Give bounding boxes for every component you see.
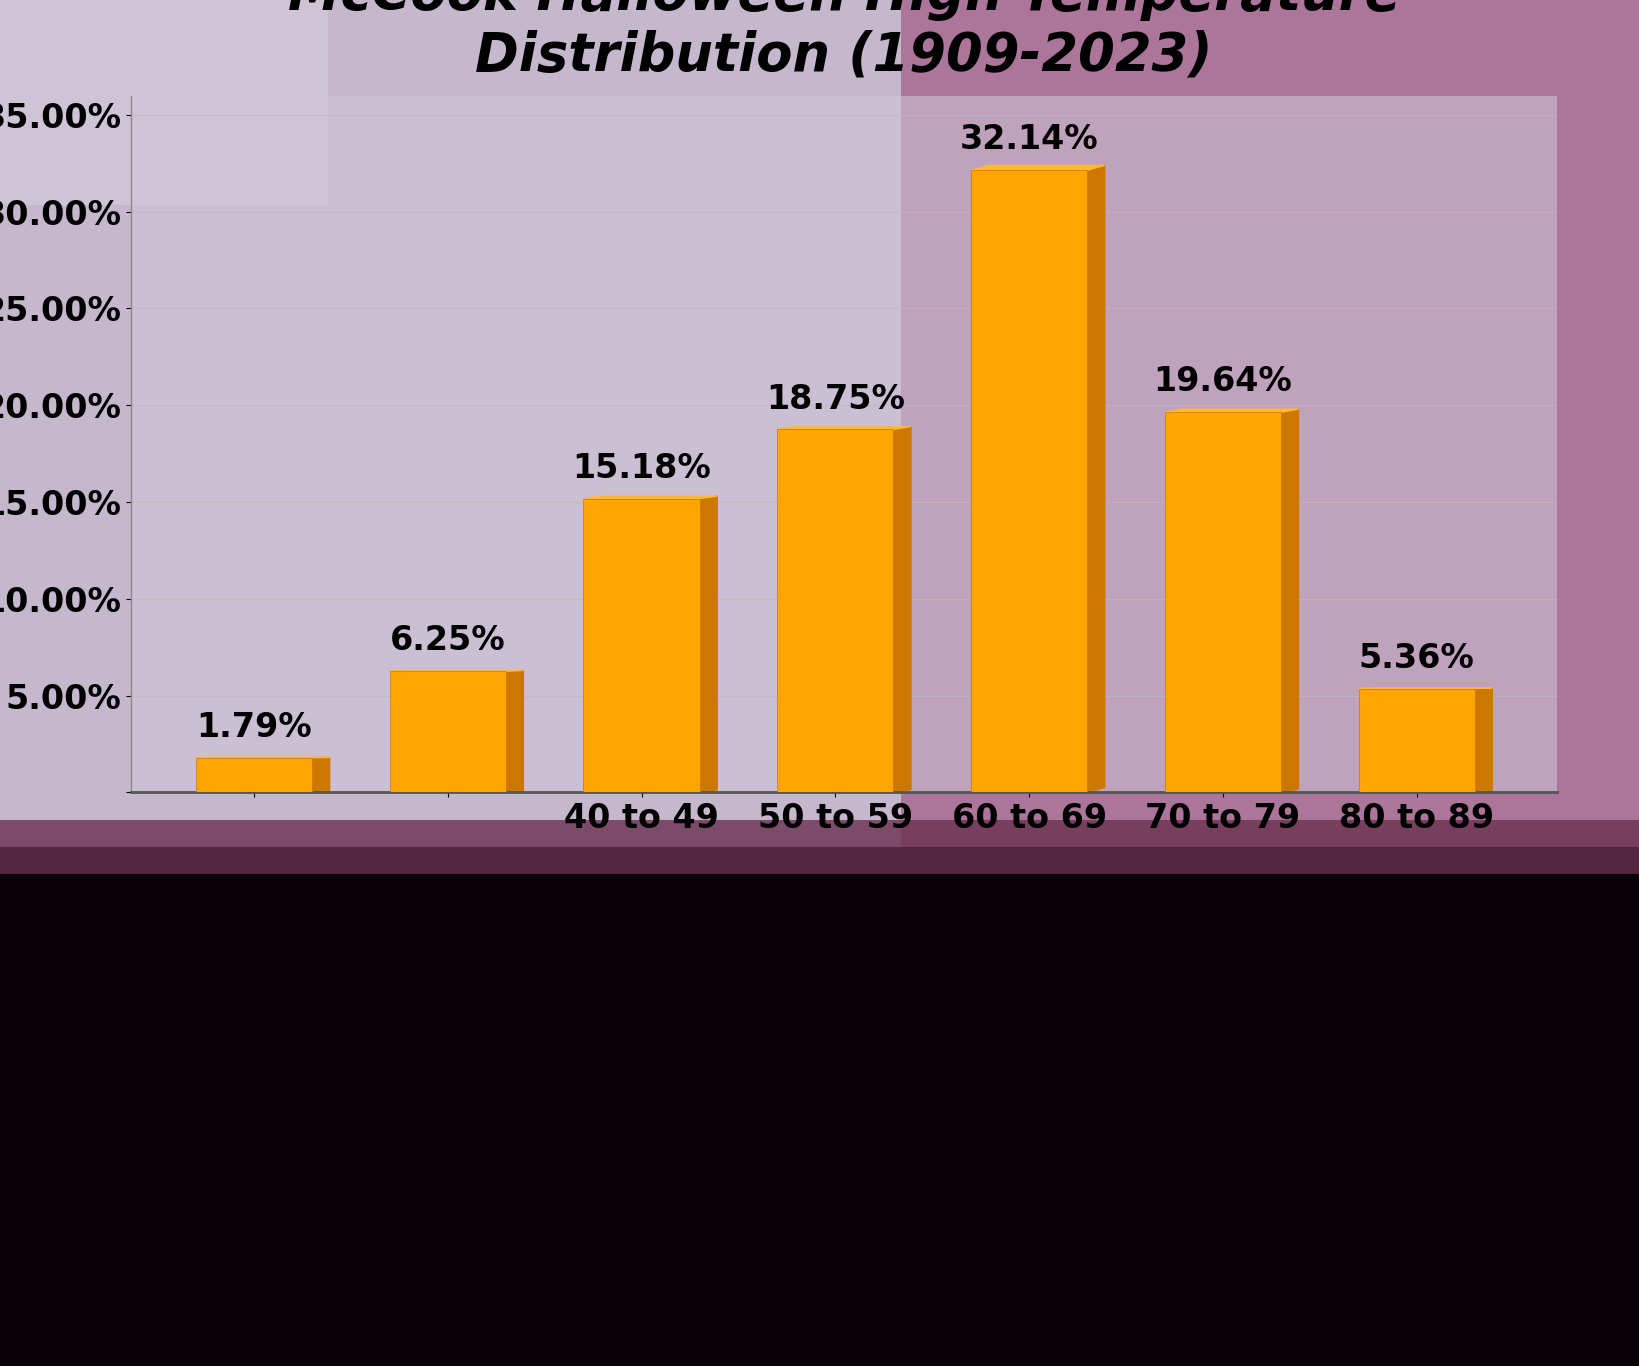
Bar: [583, 499, 700, 792]
Bar: [0, 0, 1639, 847]
Polygon shape: [311, 757, 329, 792]
Text: 19.64%: 19.64%: [1154, 365, 1292, 399]
Polygon shape: [1087, 165, 1105, 792]
Polygon shape: [1282, 410, 1298, 792]
Bar: [390, 671, 506, 792]
Bar: [970, 171, 1087, 792]
Polygon shape: [970, 165, 1105, 171]
Text: 18.75%: 18.75%: [765, 382, 905, 415]
Bar: [1359, 688, 1475, 792]
Bar: [0, 0, 328, 205]
Bar: [777, 429, 893, 792]
Text: 32.14%: 32.14%: [960, 123, 1098, 157]
Polygon shape: [700, 496, 718, 792]
Title: McCook Halloween High Temperature
Distribution (1909-2023): McCook Halloween High Temperature Distri…: [288, 0, 1400, 82]
Polygon shape: [583, 496, 718, 499]
Text: 6.25%: 6.25%: [390, 624, 506, 657]
Text: 15.18%: 15.18%: [572, 452, 711, 485]
Polygon shape: [893, 426, 911, 792]
Text: 5.36%: 5.36%: [1359, 642, 1475, 675]
Bar: [1165, 413, 1282, 792]
Polygon shape: [777, 426, 911, 429]
Polygon shape: [1475, 687, 1491, 792]
Bar: [197, 758, 311, 792]
Bar: [901, 0, 1639, 847]
Text: 1.79%: 1.79%: [197, 710, 311, 743]
Polygon shape: [1165, 410, 1298, 413]
Bar: [0, 874, 1639, 1366]
Bar: [0, 820, 1639, 915]
Polygon shape: [506, 671, 523, 792]
